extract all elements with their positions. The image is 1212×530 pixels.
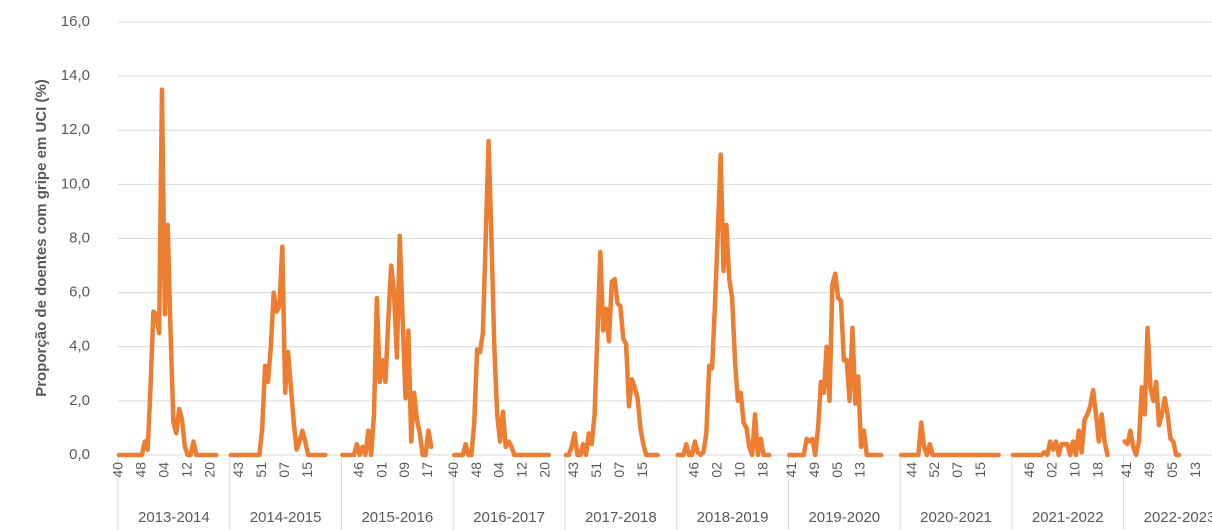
season-label: 2015-2016 <box>361 509 433 526</box>
x-tick-label: 10 <box>1067 462 1083 478</box>
x-tick-label: 49 <box>806 462 822 478</box>
x-tick-label: 48 <box>468 462 484 478</box>
season-label: 2022-2023 <box>1144 509 1212 526</box>
line <box>228 244 328 458</box>
line <box>787 271 884 458</box>
x-tick-label: 48 <box>133 462 149 478</box>
line <box>340 233 434 458</box>
line <box>898 420 1001 458</box>
season-label: 2017-2018 <box>585 509 657 526</box>
x-tick-label: 15 <box>972 462 988 478</box>
line <box>1122 325 1182 458</box>
x-tick-label: 46 <box>1021 462 1037 478</box>
x-tick-label: 52 <box>926 462 942 478</box>
x-tick-label: 12 <box>178 462 194 478</box>
x-tick-label: 43 <box>565 462 581 478</box>
x-tick-label: 04 <box>491 462 507 478</box>
x-tick-label: 20 <box>201 462 217 478</box>
x-tick-label: 12 <box>514 462 530 478</box>
x-tick-label: 46 <box>686 462 702 478</box>
y-axis-label: Proporção de doentes com gripe em UCI (%… <box>33 79 50 397</box>
x-tick-label: 43 <box>230 462 246 478</box>
x-tick-label: 07 <box>949 462 965 478</box>
x-tick-label: 40 <box>445 462 461 478</box>
y-tick-label: 0,0 <box>69 446 90 463</box>
season-label: 2016-2017 <box>473 509 545 526</box>
x-tick-label: 15 <box>634 462 650 478</box>
x-tick-label: 02 <box>708 462 724 478</box>
season-label: 2013-2014 <box>138 509 210 526</box>
season-label: 2021-2022 <box>1032 509 1104 526</box>
y-tick-label: 12,0 <box>61 121 90 138</box>
x-tick-label: 41 <box>783 462 799 478</box>
line <box>675 152 772 458</box>
x-tick-label: 49 <box>1141 462 1157 478</box>
x-tick-label: 01 <box>373 462 389 478</box>
x-tick-label: 02 <box>1044 462 1060 478</box>
line <box>1010 387 1110 458</box>
line <box>563 249 660 458</box>
x-tick-label: 18 <box>754 462 770 478</box>
y-tick-label: 16,0 <box>61 13 90 30</box>
season-label: 2019-2020 <box>808 509 880 526</box>
x-tick-label: 05 <box>1164 462 1180 478</box>
x-tick-label: 17 <box>419 462 435 478</box>
x-tick-label: 40 <box>110 462 126 478</box>
y-tick-label: 8,0 <box>69 229 90 246</box>
x-tick-label: 18 <box>1090 462 1106 478</box>
x-tick-label: 04 <box>156 462 172 478</box>
y-tick-label: 6,0 <box>69 284 90 301</box>
y-tick-label: 2,0 <box>69 392 90 409</box>
x-tick-label: 09 <box>396 462 412 478</box>
x-tick-label: 51 <box>253 462 269 478</box>
season-label: 2020-2021 <box>920 509 992 526</box>
x-tick-label: 10 <box>731 462 747 478</box>
x-tick-label: 13 <box>1187 462 1203 478</box>
y-tick-label: 4,0 <box>69 338 90 355</box>
x-tick-label: 41 <box>1118 462 1134 478</box>
x-tick-label: 05 <box>829 462 845 478</box>
y-tick-label: 10,0 <box>61 175 90 192</box>
line <box>116 87 219 458</box>
x-tick-label: 46 <box>350 462 366 478</box>
x-tick-label: 07 <box>611 462 627 478</box>
line <box>451 138 551 458</box>
season-label: 2014-2015 <box>250 509 322 526</box>
y-tick-label: 14,0 <box>61 67 90 84</box>
x-tick-label: 51 <box>588 462 604 478</box>
x-tick-label: 15 <box>299 462 315 478</box>
x-tick-label: 44 <box>903 462 919 478</box>
x-tick-label: 13 <box>852 462 868 478</box>
x-tick-label: 20 <box>537 462 553 478</box>
season-label: 2018-2019 <box>697 509 769 526</box>
x-tick-label: 07 <box>276 462 292 478</box>
